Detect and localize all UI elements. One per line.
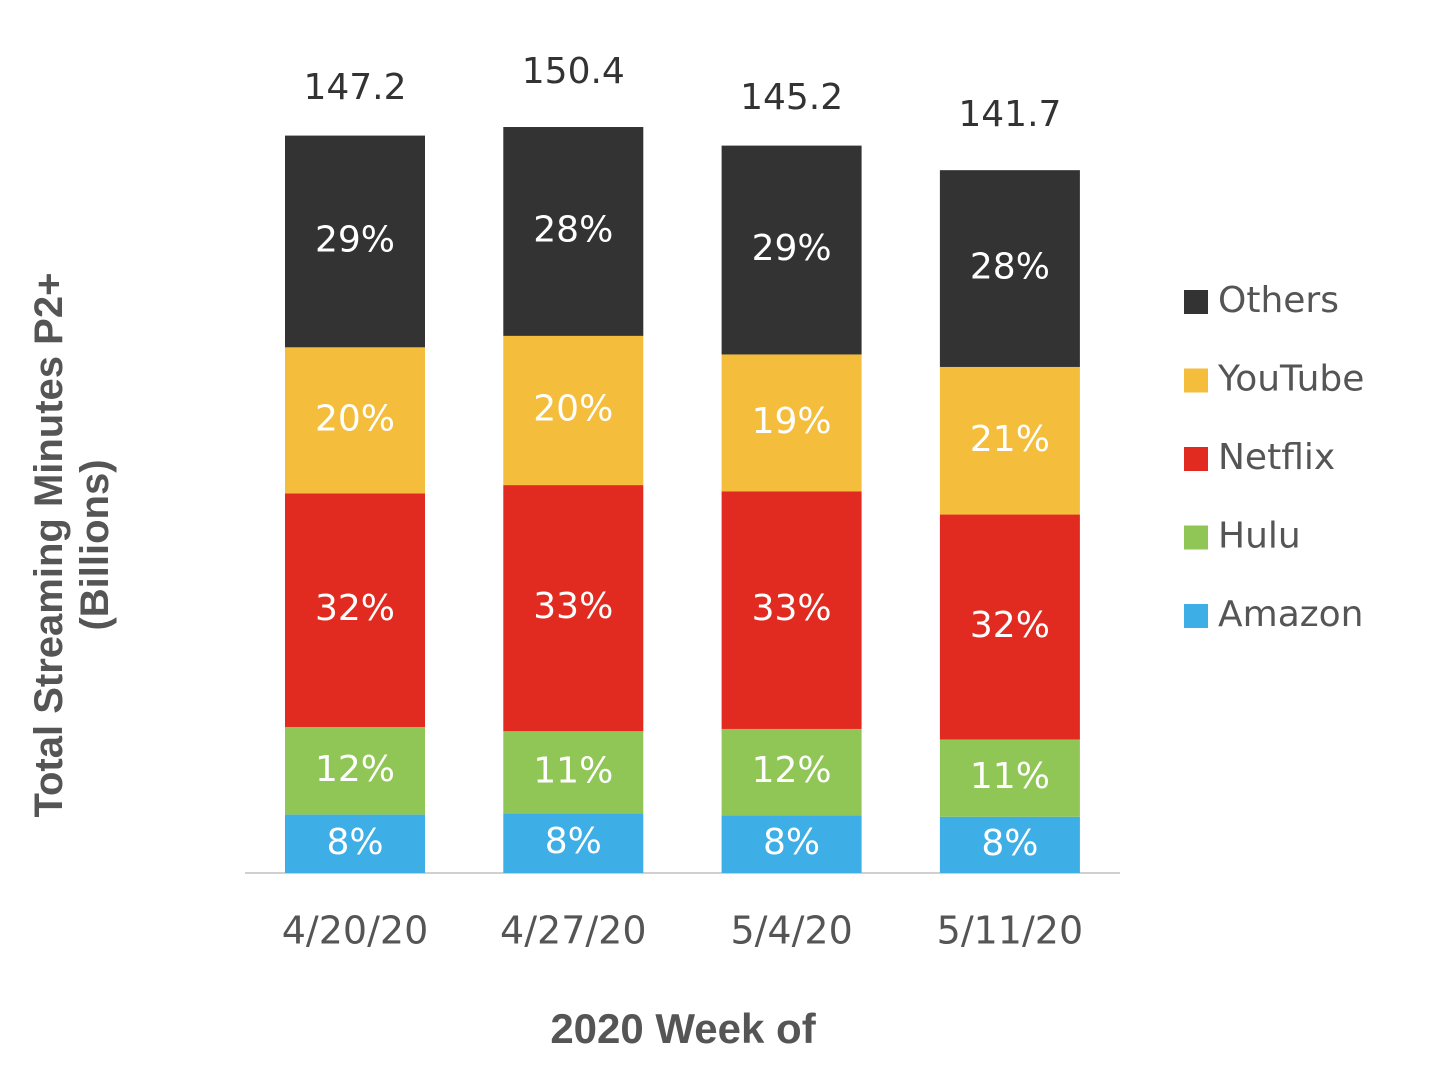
legend-label: Others [1218,280,1339,321]
segment-label: 20% [533,388,613,429]
bar-segment [503,127,644,336]
bar-segment [285,135,425,348]
legend-swatch [1184,604,1208,628]
x-tick-label: 4/20/20 [282,909,429,953]
total-label: 150.4 [522,51,625,92]
legend-label: YouTube [1217,359,1364,400]
total-label: 147.2 [303,67,406,108]
bar-segment [939,170,1080,367]
segment-label: 19% [752,401,832,442]
bar-segment [721,728,862,816]
segment-label: 12% [315,749,395,790]
segment-label: 32% [970,605,1050,646]
segment-label: 8% [981,823,1038,864]
bar-segment [721,815,862,873]
bar-segment [939,366,1080,515]
bar-segment [285,726,425,815]
bar-segment [721,354,862,492]
total-label: 145.2 [740,77,843,118]
bar-segment [285,814,425,873]
legend-label: Hulu [1218,516,1301,557]
bar-segment [503,731,644,814]
segment-label: 28% [533,209,613,250]
segment-label: 33% [533,586,613,627]
segment-label: 33% [752,588,832,629]
segment-label: 29% [315,219,395,260]
x-tick-label: 4/27/20 [500,909,647,953]
bar-segment [285,493,425,727]
bar-segment [939,739,1080,817]
segment-label: 29% [752,228,832,269]
segment-label: 11% [533,750,613,791]
segment-label: 28% [970,247,1050,288]
segment-label: 8% [326,822,383,863]
legend-label: Amazon [1218,594,1364,635]
legend-swatch [1184,447,1208,471]
segment-label: 8% [763,822,820,863]
legend-swatch [1184,525,1208,550]
x-axis-label: 2020 Week of [550,1005,816,1052]
bar-segment [503,485,644,732]
bar-segment [939,816,1080,873]
legend-swatch [1184,290,1208,314]
bar-segment [939,514,1080,740]
bar-segment [721,145,862,355]
segment-label: 8% [545,821,602,862]
segment-label: 11% [970,756,1050,797]
total-label: 141.7 [958,94,1061,135]
legend-label: Netflix [1218,437,1335,478]
segment-label: 32% [315,588,395,629]
bar-segment [503,335,644,486]
segment-label: 21% [970,419,1050,460]
legend-swatch [1184,368,1208,393]
segment-label: 20% [315,398,395,439]
segment-label: 12% [752,750,832,791]
x-tick-label: 5/11/20 [937,909,1084,953]
bar-segment [721,491,862,729]
bar-segment [503,813,644,873]
x-tick-label: 5/4/20 [730,909,852,953]
bar-segment [285,347,425,494]
y-axis-label: Total Streaming Minutes P2+ (Billions) [27,272,117,818]
